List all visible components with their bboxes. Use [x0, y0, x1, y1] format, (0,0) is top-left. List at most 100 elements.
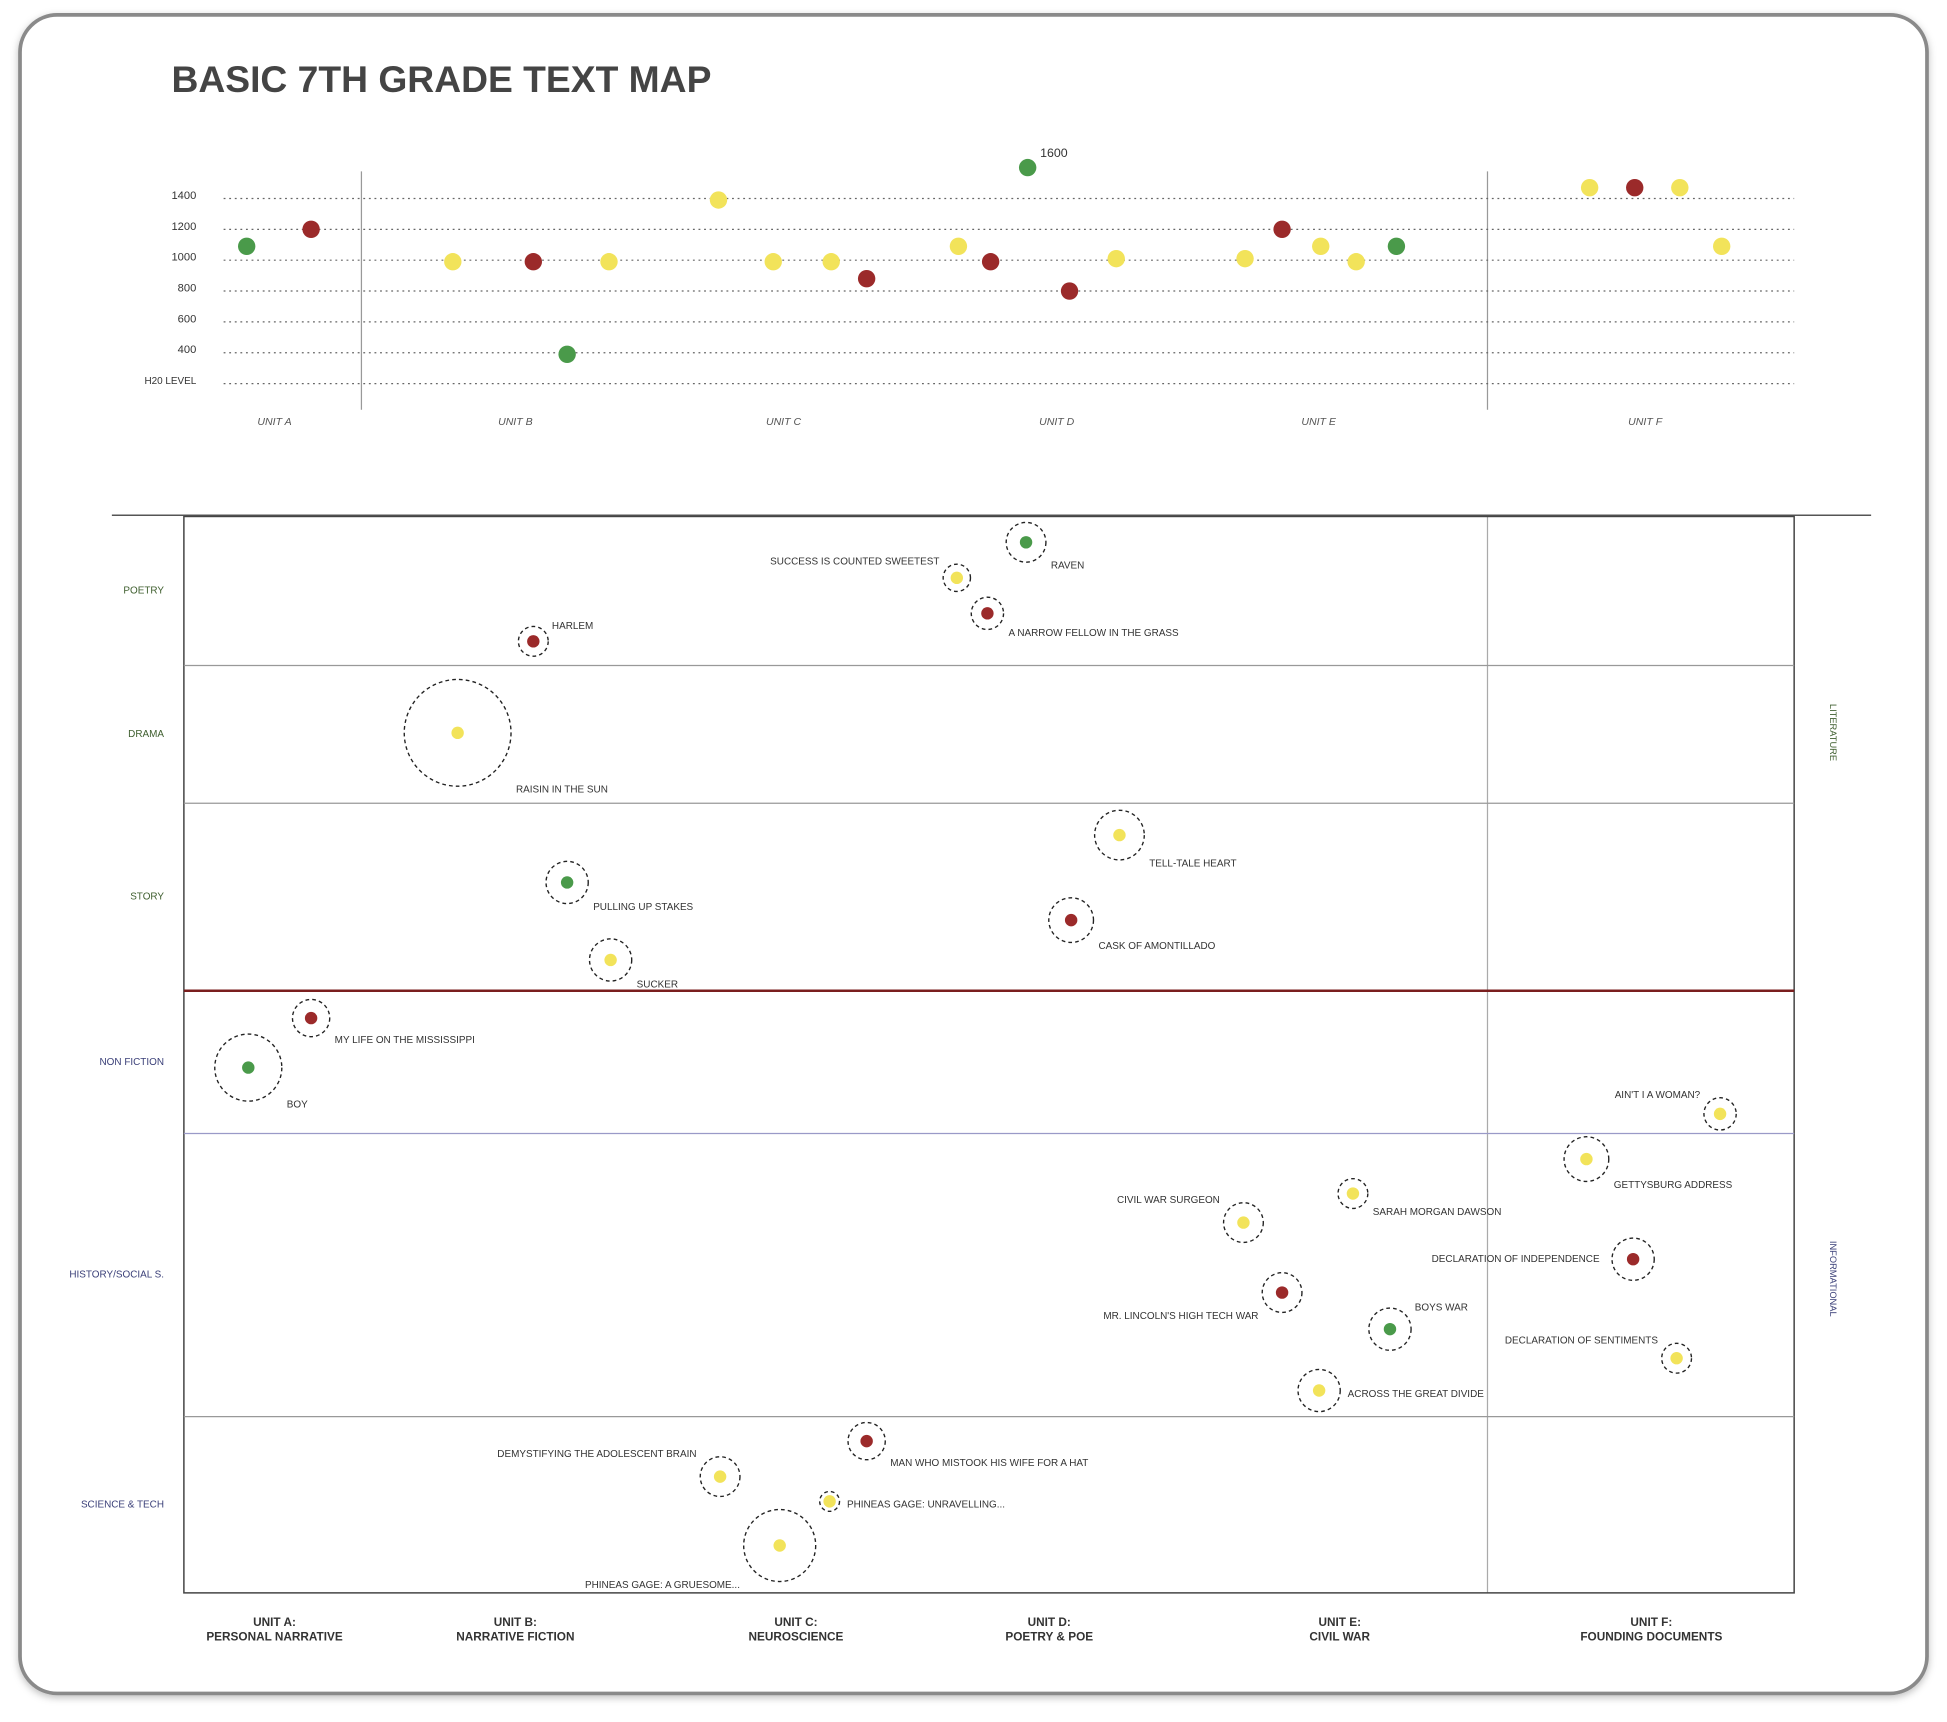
point: [709, 191, 728, 209]
point: [1712, 237, 1731, 255]
point: [1312, 237, 1330, 255]
bubble-ring: [1563, 1136, 1610, 1183]
y-tick-label: H20 LEVEL: [144, 376, 196, 387]
row-label: NON FICTION: [100, 1057, 165, 1068]
bubble-ring: [214, 1033, 283, 1102]
x-tick-label: UNIT B:: [494, 1616, 537, 1629]
x-tick-label: UNIT D:: [1028, 1616, 1071, 1629]
point: [1107, 249, 1125, 268]
bubble-ring: [742, 1508, 817, 1583]
point: [857, 270, 876, 288]
x-tick-label: FOUNDING DOCUMENTS: [1580, 1631, 1722, 1644]
point: [600, 253, 618, 271]
bubble-ring: [545, 860, 589, 905]
bubble-ring: [403, 678, 512, 787]
point-label: ACROSS THE GREAT DIVIDE: [1348, 1389, 1485, 1400]
point: [558, 345, 576, 364]
point: [527, 635, 540, 648]
point-label: CIVIL WAR SURGEON: [1117, 1195, 1220, 1206]
plot-frame: [183, 515, 1795, 1594]
x-tick-label: UNIT E:: [1318, 1616, 1361, 1629]
y-tick-label: 1400: [171, 190, 196, 202]
point: [822, 253, 840, 271]
bubble-ring: [517, 625, 549, 657]
bubble-ring: [588, 938, 633, 982]
point-label: PULLING UP STAKES: [593, 902, 693, 913]
y-tick-label: 1200: [171, 221, 196, 233]
point: [773, 1539, 786, 1552]
point: [950, 571, 964, 585]
point: [1387, 237, 1406, 255]
bubble-ring: [1005, 521, 1047, 563]
x-tick-label: POETRY & POE: [1005, 1631, 1093, 1644]
point-label: SARAH MORGAN DAWSON: [1373, 1207, 1502, 1218]
row-label: STORY: [130, 892, 164, 903]
point: [1347, 253, 1365, 271]
point-label: TELL-TALE HEART: [1149, 858, 1236, 869]
point-label: MAN WHO MISTOOK HIS WIFE FOR A HAT: [890, 1458, 1088, 1469]
point: [1019, 536, 1033, 549]
row-label: DRAMA: [128, 729, 164, 740]
x-tick-label: CIVIL WAR: [1309, 1631, 1370, 1644]
bubble-ring: [1368, 1307, 1412, 1351]
x-tick-label: UNIT B: [498, 416, 533, 428]
bubble-ring: [942, 563, 972, 593]
card: [18, 13, 1929, 1696]
point-label: BOY: [287, 1099, 308, 1110]
point-label: CASK OF AMONTILLADO: [1098, 941, 1215, 952]
bubble-ring: [970, 596, 1005, 631]
x-tick-label: PERSONAL NARRATIVE: [206, 1631, 343, 1644]
x-tick-label: UNIT D: [1039, 416, 1075, 428]
point: [1018, 158, 1037, 177]
point: [1237, 1216, 1250, 1229]
point-label: DECLARATION OF INDEPENDENCE: [1432, 1254, 1600, 1265]
bubble-ring: [1297, 1368, 1341, 1413]
point: [1273, 220, 1291, 239]
bubble-ring: [1661, 1342, 1693, 1374]
bubble-ring: [1261, 1272, 1303, 1314]
bubble-ring: [699, 1456, 741, 1498]
point: [1670, 1352, 1683, 1365]
point: [451, 726, 464, 740]
group-label: LITERATURE: [1828, 704, 1838, 761]
point-label: MY LIFE ON THE MISSISSIPPI: [335, 1035, 475, 1046]
point: [1626, 178, 1644, 197]
x-tick-label: NARRATIVE FICTION: [456, 1631, 574, 1644]
point-label: HARLEM: [552, 621, 593, 632]
point-label: RAISIN IN THE SUN: [516, 785, 608, 796]
bubble-ring: [1703, 1097, 1737, 1131]
x-tick-label: UNIT C:: [774, 1616, 817, 1629]
point-label: PHINEAS GAGE: UNRAVELLING...: [847, 1500, 1005, 1511]
bubble-ring: [847, 1421, 886, 1461]
point: [764, 253, 782, 271]
x-tick-label: UNIT E: [1301, 416, 1337, 428]
x-tick-label: UNIT A:: [253, 1616, 296, 1629]
point: [1580, 178, 1599, 197]
point-label: RAVEN: [1051, 561, 1084, 572]
point-label: A NARROW FELLOW IN THE GRASS: [1009, 628, 1180, 639]
point-label: GETTYSBURG ADDRESS: [1614, 1180, 1733, 1191]
point: [237, 237, 256, 255]
row-label: SCIENCE & TECH: [81, 1499, 164, 1510]
point: [524, 253, 543, 271]
bubble-ring: [291, 998, 331, 1038]
point: [1383, 1322, 1397, 1336]
point: [1064, 913, 1078, 927]
point: [242, 1061, 255, 1074]
point: [860, 1434, 873, 1448]
point: [1713, 1107, 1727, 1121]
group-label: INFORMATIONAL: [1828, 1241, 1838, 1317]
point: [1671, 178, 1689, 197]
point: [1060, 282, 1079, 300]
y-tick-label: 600: [178, 313, 197, 325]
point: [1275, 1286, 1289, 1299]
point: [823, 1495, 836, 1508]
point: [444, 253, 462, 271]
point-label: BOYS WAR: [1415, 1303, 1468, 1314]
bubble-ring: [1337, 1177, 1369, 1210]
point: [1113, 828, 1126, 842]
bubble-ring: [818, 1490, 841, 1513]
y-tick-label: 400: [178, 344, 197, 356]
point-label: AIN'T I A WOMAN?: [1615, 1090, 1701, 1101]
